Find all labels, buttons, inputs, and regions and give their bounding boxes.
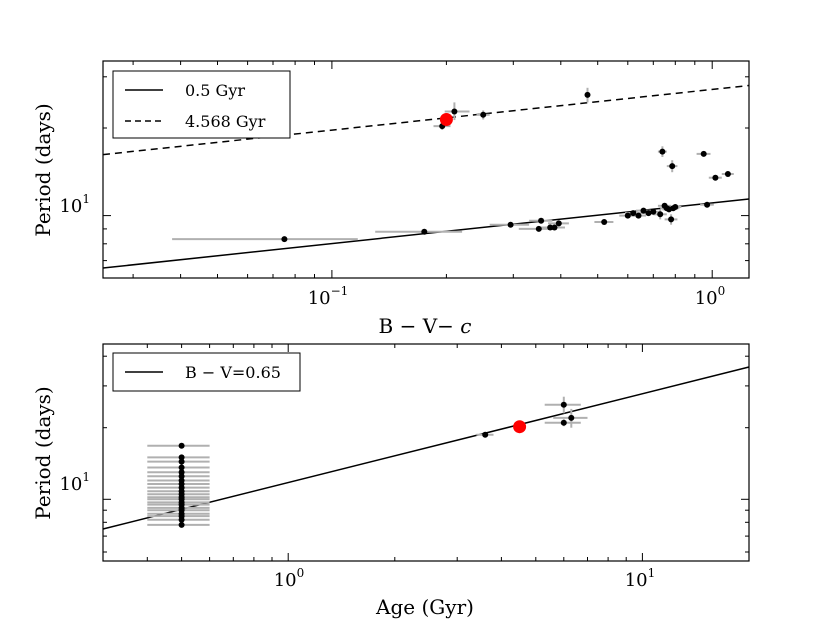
bottom-data-point-0 [178,442,185,449]
bottom-xtick-label-0: 100 [274,566,305,591]
top-data-point-9 [551,224,558,231]
top-data-point-31 [724,171,731,177]
top-xtick-label-0: 10−1 [308,284,349,309]
top-y-axis-label: Period (days) [31,103,55,236]
top-data-point-17 [645,210,652,217]
top-data-point-4 [480,111,487,118]
bottom-series-line-0 [102,366,750,530]
top-legend-box [112,70,291,139]
bottom-data-point-22 [560,419,567,426]
top-data-point-14 [630,210,637,217]
top-data-point-25 [669,163,676,170]
bottom-legend: B − V=0.65 [112,352,301,392]
bottom-data-point-3 [178,464,185,471]
top-legend-label-1: 4.568 Gyr [185,112,266,131]
top-data-point-15 [635,212,642,219]
bottom-ticks [102,344,750,561]
top-data-point-11 [584,91,591,98]
bottom-data-point-20 [178,521,185,528]
bottom-data-point-24 [568,414,575,421]
top-data-point-5 [507,221,514,228]
top-ytick-label-0: 101 [59,192,90,217]
top-panel: 10−1 100 101 B − V− c Period (days) 0.5 … [31,60,750,338]
bottom-data-point-2 [178,458,185,465]
top-legend: 0.5 Gyr 4.568 Gyr [112,70,291,139]
bottom-y-axis-label: Period (days) [31,386,55,519]
bottom-data-point-21 [482,431,489,438]
top-data-point-18 [650,208,657,215]
top-data-point-12 [601,219,608,225]
top-data-point-6 [535,225,542,232]
top-data-point-0 [281,236,288,243]
top-data-point-19 [657,211,664,218]
top-data-point-28 [700,150,707,157]
bottom-legend-label-0: B − V=0.65 [185,363,281,382]
top-x-axis-label: B − V− c [379,314,472,338]
top-data-point-8 [547,224,554,231]
bottom-plot-area [102,366,750,530]
top-data-point-29 [704,201,711,208]
top-xtick-label-1: 100 [695,284,726,309]
bottom-data-point-19 [178,516,185,523]
bottom-data-point-23 [560,401,567,408]
bottom-panel: 100 101 101 Age (Gyr) Period (days) B − … [31,343,750,619]
bottom-data-point-5 [178,473,185,480]
top-axes-frame [102,60,750,279]
bottom-ytick-label-0: 101 [59,470,90,495]
top-legend-label-0: 0.5 Gyr [185,81,245,100]
top-data-point-10 [555,220,562,227]
top-highlight-point [439,113,453,126]
top-data-point-24 [668,216,675,223]
bottom-data-point-1 [178,454,185,461]
top-ticks [103,61,749,278]
top-series-line-1 [102,84,750,156]
top-data-point-16 [640,207,647,214]
top-data-point-20 [659,148,666,155]
top-plot-area [102,84,750,269]
bottom-axes-frame [102,343,750,562]
top-data-point-7 [538,217,545,224]
bottom-highlight-point [513,420,527,434]
top-data-point-3 [451,108,458,115]
top-data-point-27 [672,204,679,210]
top-data-point-13 [624,212,631,219]
bottom-x-axis-label: Age (Gyr) [375,595,474,619]
top-data-point-1 [421,228,428,235]
top-data-point-30 [712,174,719,181]
bottom-xtick-label-1: 101 [625,566,656,591]
